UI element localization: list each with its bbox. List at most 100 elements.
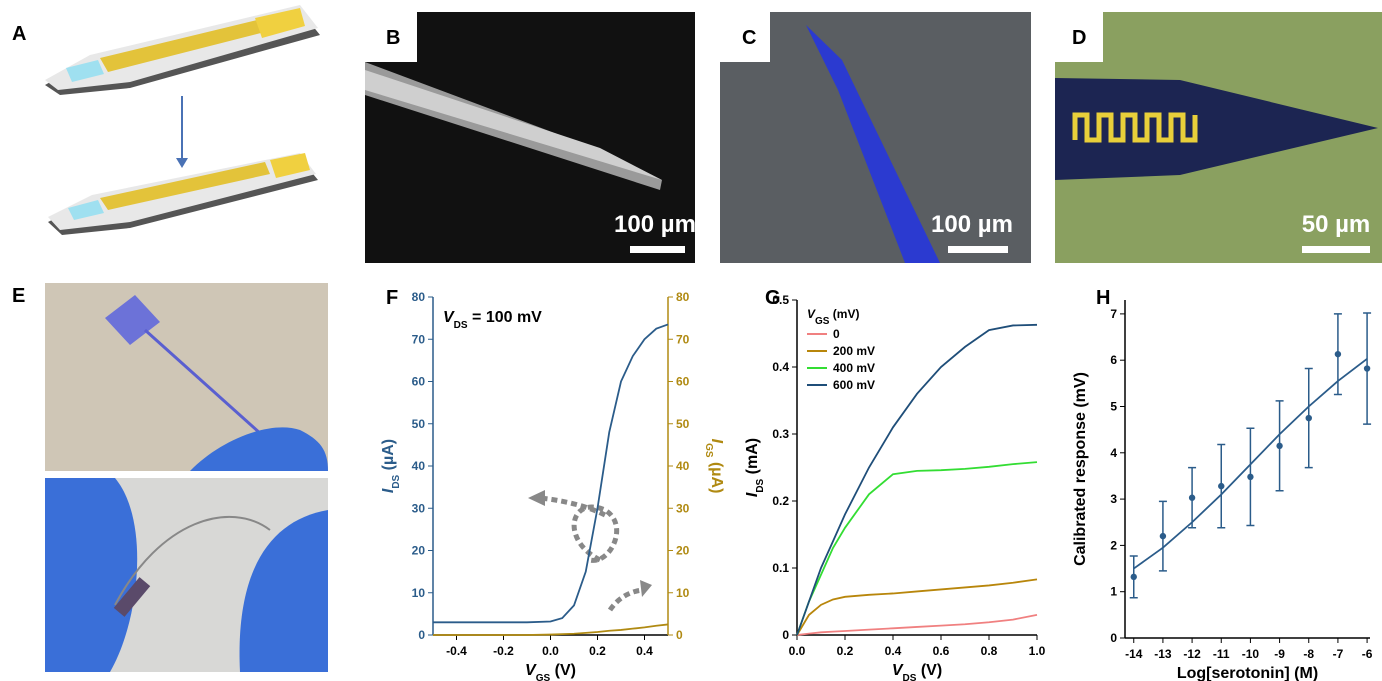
y2-axis-label-part: (µA): [708, 458, 725, 494]
y-tick-label: 60: [412, 375, 426, 389]
scale-labels: 100 µm 100 µm 50 µm: [614, 211, 1370, 238]
y-tick-label: 80: [412, 290, 426, 304]
x-axis-label-part: DS: [902, 673, 916, 681]
legend-label: 400 mV: [833, 361, 875, 375]
y-axis-label-part: DS: [391, 474, 402, 488]
x-tick-label: -13: [1154, 647, 1172, 661]
y-tick-label: 20: [412, 544, 426, 558]
y2-tick-label: 30: [676, 501, 690, 515]
legend-title: VGS (mV): [807, 307, 859, 327]
x-tick-label: 1.0: [1029, 644, 1046, 658]
y-tick-label: 0: [418, 628, 425, 642]
y2-tick-label: 50: [676, 417, 690, 431]
y-axis-label: IDS (µA): [380, 439, 402, 493]
arrow-head: [528, 490, 545, 506]
legend-title-part: V: [807, 307, 816, 321]
y2-tick-label: 10: [676, 586, 690, 600]
x-tick-label: 0.6: [933, 644, 950, 658]
line: [796, 323, 1038, 636]
panel-label: C: [742, 27, 756, 49]
y-tick-label: 5: [1110, 399, 1117, 413]
legend-title-part: GS: [815, 316, 830, 327]
y-tick-label: 0.5: [772, 293, 789, 307]
x-tick-label: 0.4: [885, 644, 902, 658]
x-tick-label: 0.0: [789, 644, 806, 658]
line: [796, 461, 1038, 636]
panel-label: F: [386, 287, 398, 309]
x-tick-label: 0.2: [837, 644, 854, 658]
y-tick-label: 7: [1110, 307, 1117, 321]
x-tick-label: 0.8: [981, 644, 998, 658]
probe-illustration: [45, 5, 320, 235]
y-axis-label-part: I: [380, 488, 397, 493]
y-axis-label: IDS (mA): [744, 438, 766, 497]
y-tick-label: 3: [1110, 492, 1117, 506]
y-tick-label: 40: [412, 459, 426, 473]
point: [1305, 414, 1312, 422]
point: [1159, 532, 1167, 540]
line: [796, 578, 1038, 636]
point: [1334, 350, 1342, 358]
y-tick-label: 0: [782, 628, 789, 642]
y-tick-label: 0.1: [772, 561, 789, 575]
y-tick-label: 50: [412, 417, 426, 431]
panel-label: A: [12, 23, 26, 45]
panel-label: H: [1096, 287, 1110, 309]
x-tick-label: 0.2: [589, 644, 606, 658]
y-axis-label-part: DS: [755, 478, 766, 492]
y2-axis-label-part: I: [708, 439, 725, 444]
panel-label: B: [386, 27, 400, 49]
y2-axis-label: IGS (µA): [704, 439, 726, 494]
point: [1276, 442, 1283, 450]
x-axis-label-part: (V): [550, 662, 576, 679]
scale-bar-label: 50 µm: [1302, 211, 1371, 238]
legend-label: 200 mV: [833, 344, 875, 358]
point: [1130, 573, 1137, 581]
y2-tick-label: 80: [676, 290, 690, 304]
x-tick-label: -14: [1125, 647, 1143, 661]
legend-title-part: (mV): [829, 307, 859, 321]
y-axis-label-part: (mA): [744, 438, 761, 479]
x-tick-label: -11: [1213, 647, 1230, 661]
y-tick-label: 0.2: [772, 494, 789, 508]
x-tick-label: -9: [1274, 647, 1285, 661]
x-axis-label-part: V: [892, 662, 904, 679]
x-axis-label-part: V: [525, 662, 537, 679]
y-axis-label: Calibrated response (mV): [1072, 372, 1089, 566]
y-tick-label: 0.4: [772, 360, 789, 374]
annotation-part: = 100 mV: [468, 309, 543, 326]
sem-image: [365, 12, 695, 263]
line: [433, 623, 669, 636]
y-tick-label: 70: [412, 332, 426, 346]
line: [433, 323, 669, 624]
arrow: [539, 495, 646, 612]
y-tick-label: 2: [1110, 538, 1117, 552]
point: [1363, 365, 1371, 372]
x-tick-label: -7: [1333, 647, 1344, 661]
y-tick-label: 30: [412, 501, 426, 515]
panel-label: E: [12, 285, 25, 307]
y-tick-label: 0: [1110, 631, 1117, 645]
y2-tick-label: 0: [676, 628, 683, 642]
annotation-part: DS: [454, 320, 468, 331]
x-tick-label: -8: [1303, 647, 1314, 661]
x-tick-label: -0.4: [446, 644, 467, 658]
y-axis-label-part: (µA): [380, 439, 397, 475]
y-tick-label: 6: [1110, 353, 1117, 367]
x-axis-label: VDS (V): [892, 662, 942, 681]
x-axis-label: Log[serotonin] (M): [1177, 665, 1318, 681]
x-tick-label: -10: [1242, 647, 1260, 661]
point: [1188, 494, 1196, 501]
y-axis-label-part: I: [744, 492, 761, 497]
y-tick-label: 0.3: [772, 427, 789, 441]
y2-tick-label: 70: [676, 332, 690, 346]
legend-label: 600 mV: [833, 378, 875, 392]
scale-bar-label: 100 µm: [614, 211, 696, 238]
panel-label: G: [765, 287, 781, 309]
x-axis-label-part: (V): [916, 662, 942, 679]
point: [1218, 482, 1225, 490]
annotation: VDS = 100 mV: [443, 309, 542, 331]
annotation-part: V: [443, 309, 455, 326]
x-axis-label: VGS (V): [525, 662, 576, 681]
